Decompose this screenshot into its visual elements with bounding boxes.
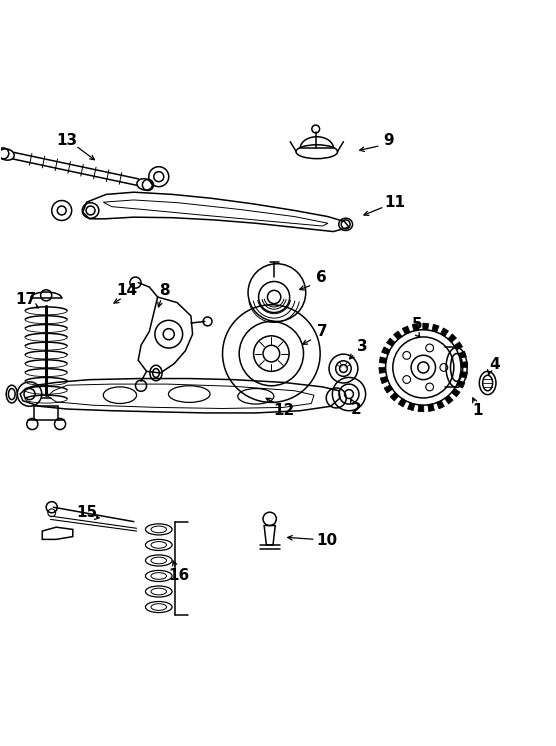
Text: 6: 6	[316, 270, 326, 285]
Polygon shape	[423, 323, 429, 330]
Polygon shape	[418, 405, 424, 412]
Polygon shape	[460, 372, 468, 378]
Text: 16: 16	[168, 568, 190, 583]
Text: 11: 11	[384, 195, 405, 210]
Polygon shape	[454, 342, 463, 350]
Polygon shape	[384, 385, 393, 393]
Text: 8: 8	[159, 283, 170, 298]
Polygon shape	[448, 334, 456, 342]
Text: 15: 15	[76, 505, 97, 520]
Polygon shape	[432, 325, 439, 332]
Text: 13: 13	[57, 133, 78, 148]
Polygon shape	[408, 403, 415, 410]
Polygon shape	[451, 389, 460, 397]
Text: 2: 2	[350, 401, 361, 416]
Text: 1: 1	[473, 404, 483, 419]
Text: 7: 7	[317, 324, 327, 339]
Polygon shape	[381, 347, 390, 354]
Text: 4: 4	[489, 357, 500, 372]
Text: 9: 9	[384, 133, 394, 148]
Polygon shape	[456, 380, 465, 388]
Polygon shape	[379, 357, 386, 363]
Polygon shape	[398, 398, 406, 407]
Polygon shape	[379, 368, 386, 373]
Polygon shape	[394, 331, 402, 339]
Polygon shape	[386, 338, 395, 346]
Polygon shape	[458, 351, 466, 358]
Text: 12: 12	[273, 404, 294, 419]
Polygon shape	[390, 392, 399, 401]
Polygon shape	[412, 324, 419, 331]
Polygon shape	[440, 328, 449, 336]
Polygon shape	[402, 326, 410, 334]
Text: 3: 3	[357, 339, 368, 354]
Polygon shape	[428, 404, 434, 412]
Polygon shape	[445, 395, 453, 404]
Text: 5: 5	[411, 317, 422, 332]
Text: 17: 17	[15, 292, 36, 307]
Text: 10: 10	[316, 533, 337, 548]
Polygon shape	[436, 401, 444, 409]
Polygon shape	[380, 377, 388, 383]
Text: 14: 14	[117, 283, 138, 298]
Polygon shape	[461, 362, 468, 368]
